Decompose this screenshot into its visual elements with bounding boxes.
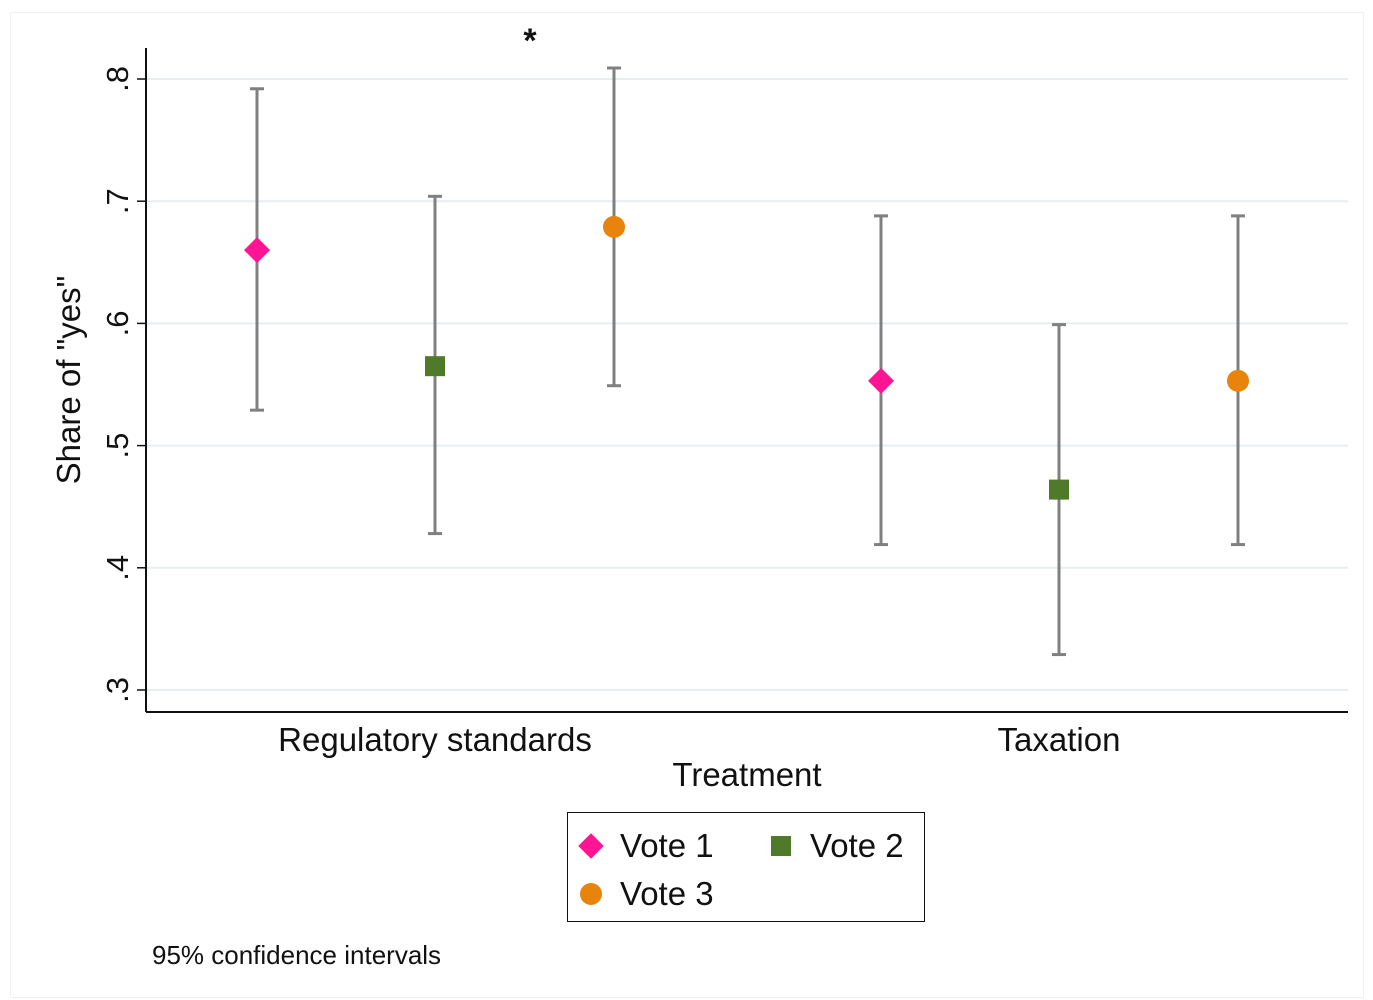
legend-entry-vote-2: Vote 2 bbox=[768, 827, 904, 865]
y-tick-label: .6 bbox=[100, 310, 135, 336]
square-icon bbox=[768, 833, 794, 859]
y-tick-label: .7 bbox=[100, 188, 135, 214]
chart-note: 95% confidence intervals bbox=[152, 940, 442, 970]
x-tick-label: Regulatory standards bbox=[278, 721, 592, 758]
y-tick-label: .4 bbox=[100, 555, 135, 581]
x-tick-label: Taxation bbox=[998, 721, 1121, 758]
significance-marker: * bbox=[523, 22, 537, 60]
data-point bbox=[244, 237, 270, 264]
data-point bbox=[1227, 369, 1249, 392]
legend-label: Vote 3 bbox=[620, 875, 714, 912]
legend-label: Vote 2 bbox=[810, 827, 904, 864]
axes: .3 .4 .5 .6 .7 .8 Regulatory standards Taxation bbox=[100, 48, 1348, 758]
data-points bbox=[244, 215, 1249, 500]
legend-entry-vote-3: Vote 3 bbox=[578, 875, 714, 913]
axis-labels: Share of "yes" Treatment * bbox=[50, 22, 822, 793]
legend-entry-vote-1: Vote 1 bbox=[578, 827, 714, 865]
x-axis-title: Treatment bbox=[672, 756, 821, 793]
data-point bbox=[1049, 479, 1069, 500]
diamond-icon bbox=[578, 833, 604, 859]
legend-label: Vote 1 bbox=[620, 827, 714, 864]
legend: Vote 1 Vote 2 Vote 3 bbox=[567, 812, 925, 922]
circle-icon bbox=[578, 881, 604, 907]
y-tick-label: .5 bbox=[100, 433, 135, 459]
y-axis-title: Share of "yes" bbox=[50, 276, 87, 485]
data-point bbox=[868, 367, 894, 394]
data-point bbox=[603, 215, 625, 238]
data-point bbox=[425, 356, 445, 377]
y-tick-label: .3 bbox=[100, 677, 135, 703]
y-tick-label: .8 bbox=[100, 66, 135, 92]
grid-lines bbox=[146, 78, 1348, 691]
error-bars bbox=[250, 66, 1245, 657]
